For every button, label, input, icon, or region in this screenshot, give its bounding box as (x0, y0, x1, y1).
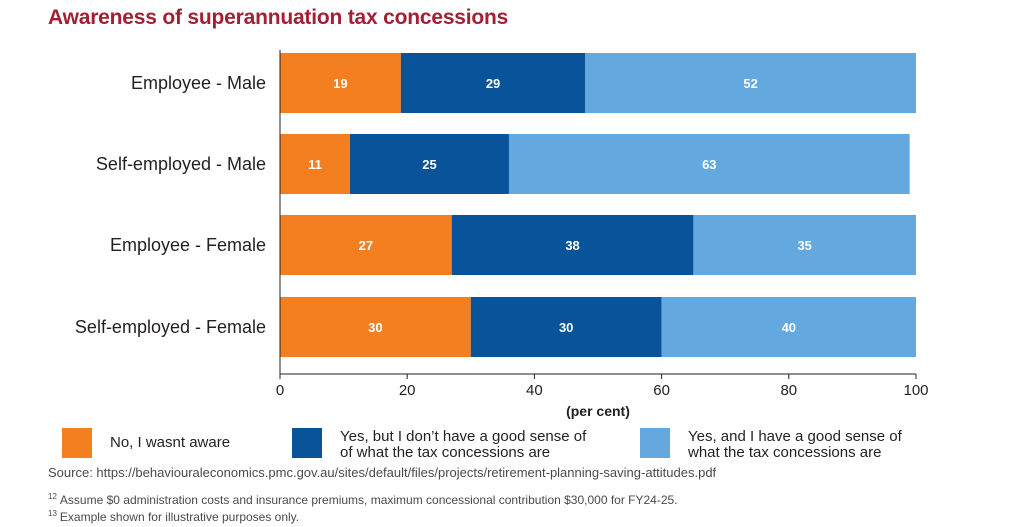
x-tick-label: 20 (399, 382, 416, 399)
footnote-12: 12 Assume $0 administration costs and ins… (48, 492, 678, 507)
x-tick-label: 40 (526, 382, 543, 399)
legend-label-aware-no-sense: Yes, but I don’t have a good sense of of… (340, 428, 587, 461)
data-label: 19 (333, 76, 347, 91)
bar-segment (585, 53, 916, 113)
legend-item-not-aware: No, I wasnt aware (62, 428, 230, 458)
data-label: 29 (486, 76, 500, 91)
x-tick-label: 0 (276, 382, 284, 399)
bar-segment (470, 297, 662, 357)
legend-label-not-aware: No, I wasnt aware (110, 434, 231, 451)
data-label: 38 (565, 238, 579, 253)
data-label: 30 (559, 320, 573, 335)
chart-title: Awareness of superannuation tax concessi… (48, 6, 509, 29)
x-tick-label: 100 (903, 382, 928, 399)
legend-swatch-orange (62, 428, 92, 458)
data-label: 30 (368, 320, 382, 335)
legend-item-aware-good-sense: Yes, and I have a good sense of what the… (640, 428, 902, 461)
x-axis-label: (per cent) (566, 403, 630, 419)
data-label: 63 (702, 157, 716, 172)
bar-segment (661, 297, 916, 357)
bar-segment (280, 134, 350, 194)
x-tick-label: 80 (780, 382, 797, 399)
category-label: Self-employed - Female (75, 317, 266, 337)
footnotes: 12 Assume $0 administration costs and ins… (48, 490, 678, 524)
bar-segment (451, 215, 694, 275)
footnote-13: 13 Example shown for illustrative purpose… (48, 509, 300, 524)
data-label: 40 (782, 320, 796, 335)
source-note: Source: https://behaviouraleconomics.pmc… (48, 465, 717, 480)
bar-segment (280, 53, 401, 113)
category-label: Self-employed - Male (96, 154, 266, 174)
legend-swatch-light-blue (640, 428, 670, 458)
data-label: 27 (359, 238, 373, 253)
data-label: 52 (743, 76, 757, 91)
stacked-bar-chart: Employee - Male 19 29 52 Self-employed - Mal… (75, 50, 929, 419)
data-label: 11 (308, 157, 322, 172)
bar-segment (693, 215, 916, 275)
category-label: Employee - Female (110, 235, 266, 255)
bar-segment (508, 134, 910, 194)
bar-segment (280, 297, 471, 357)
category-label: Employee - Male (131, 73, 266, 93)
bar-segment (349, 134, 509, 194)
bar-segment (280, 215, 452, 275)
bar-segment (400, 53, 586, 113)
legend-item-aware-no-sense: Yes, but I don’t have a good sense of of… (292, 428, 586, 461)
data-label: 25 (422, 157, 436, 172)
legend-swatch-dark-blue (292, 428, 322, 458)
legend-label-aware-good-sense: Yes, and I have a good sense of what the… (688, 428, 902, 461)
data-label: 35 (797, 238, 811, 253)
x-tick-label: 60 (653, 382, 670, 399)
